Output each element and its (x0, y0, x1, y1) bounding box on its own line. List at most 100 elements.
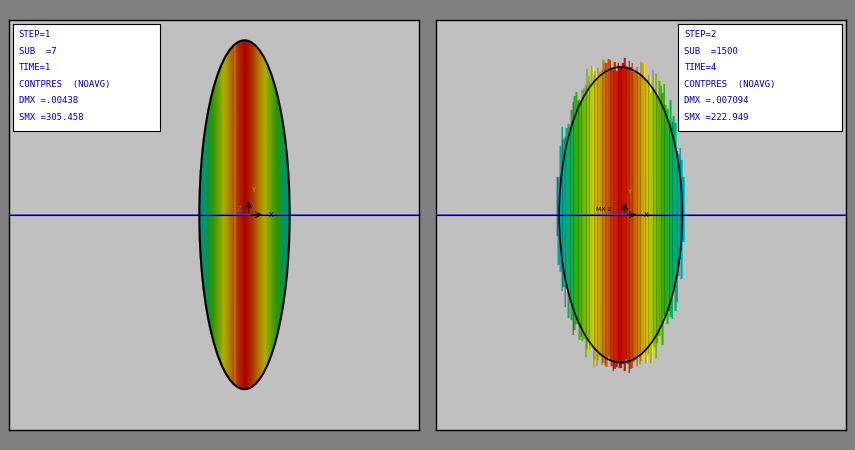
Bar (203, 139, 204, 291)
Bar (239, 41, 240, 388)
Bar (582, 90, 584, 342)
Bar (608, 59, 610, 357)
Bar (274, 86, 275, 343)
Bar (646, 82, 648, 364)
Bar (615, 62, 616, 369)
Bar (593, 75, 595, 367)
Bar (576, 92, 578, 324)
Text: TIME=1: TIME=1 (19, 63, 51, 72)
Bar (208, 112, 209, 317)
Text: TIME=4: TIME=4 (684, 63, 716, 72)
Bar (648, 80, 650, 355)
Bar (222, 62, 223, 368)
Bar (592, 67, 593, 347)
Bar (560, 146, 562, 272)
Text: SMX =222.949: SMX =222.949 (684, 112, 749, 122)
Bar (680, 148, 681, 259)
Bar (205, 125, 206, 305)
Bar (215, 80, 216, 350)
Bar (280, 112, 281, 317)
Bar (581, 103, 582, 337)
Bar (606, 63, 608, 367)
Bar (202, 158, 203, 272)
Bar (584, 88, 586, 338)
Bar (641, 63, 643, 360)
Text: CONTPRES  (NOAVG): CONTPRES (NOAVG) (19, 80, 110, 89)
Bar (264, 59, 266, 370)
Bar (204, 131, 205, 298)
Bar (675, 123, 676, 311)
Bar (200, 170, 202, 259)
Bar (669, 125, 670, 311)
Bar (261, 53, 262, 377)
Bar (272, 76, 273, 353)
Bar (248, 41, 249, 389)
Bar (681, 159, 683, 279)
Bar (237, 43, 238, 387)
Bar (616, 71, 617, 367)
Bar (667, 108, 669, 324)
Bar (206, 118, 208, 311)
Bar (656, 74, 657, 358)
Bar (284, 131, 285, 298)
Bar (256, 47, 257, 382)
Text: STEP=1: STEP=1 (19, 31, 51, 40)
Bar (674, 117, 675, 287)
Bar (241, 40, 243, 389)
Text: Z: Z (236, 206, 241, 212)
Bar (271, 74, 272, 356)
Bar (250, 42, 251, 388)
Bar (604, 63, 606, 365)
Bar (611, 69, 613, 366)
Text: SUB  =1500: SUB =1500 (684, 47, 738, 56)
Bar (278, 98, 279, 331)
Bar (598, 68, 600, 360)
Text: X: X (269, 212, 274, 218)
Bar (634, 72, 635, 362)
Bar (622, 63, 624, 364)
Bar (650, 75, 651, 353)
Bar (216, 76, 217, 353)
Bar (225, 58, 226, 372)
Bar (610, 60, 611, 360)
Bar (613, 70, 615, 372)
Bar (229, 50, 231, 380)
Bar (670, 100, 672, 317)
Bar (676, 151, 678, 302)
Bar (568, 124, 569, 318)
Bar (557, 177, 558, 236)
Bar (635, 72, 637, 360)
Bar (255, 45, 256, 384)
Bar (226, 56, 227, 374)
Bar (654, 89, 656, 347)
Bar (569, 126, 571, 302)
Bar (249, 41, 250, 388)
Bar (283, 125, 284, 305)
Bar (13, 24, 161, 130)
Bar (661, 86, 663, 325)
Bar (210, 98, 211, 331)
Bar (254, 44, 255, 385)
Bar (266, 62, 267, 368)
Text: STEP=2: STEP=2 (684, 31, 716, 40)
Bar (220, 68, 221, 361)
Bar (651, 93, 652, 364)
Bar (562, 126, 563, 291)
Bar (659, 81, 661, 336)
Bar (273, 80, 274, 350)
Bar (567, 128, 568, 288)
Bar (275, 90, 277, 339)
Bar (589, 76, 591, 340)
Bar (617, 63, 619, 361)
Bar (221, 64, 222, 366)
Bar (212, 90, 214, 339)
Bar (235, 44, 237, 386)
Bar (563, 139, 565, 288)
Bar (228, 51, 229, 378)
Bar (628, 61, 630, 374)
Text: Y: Y (627, 189, 631, 195)
Bar (285, 139, 286, 291)
Bar (286, 158, 287, 272)
Bar (573, 102, 575, 335)
Text: SMX =305.458: SMX =305.458 (19, 112, 83, 122)
